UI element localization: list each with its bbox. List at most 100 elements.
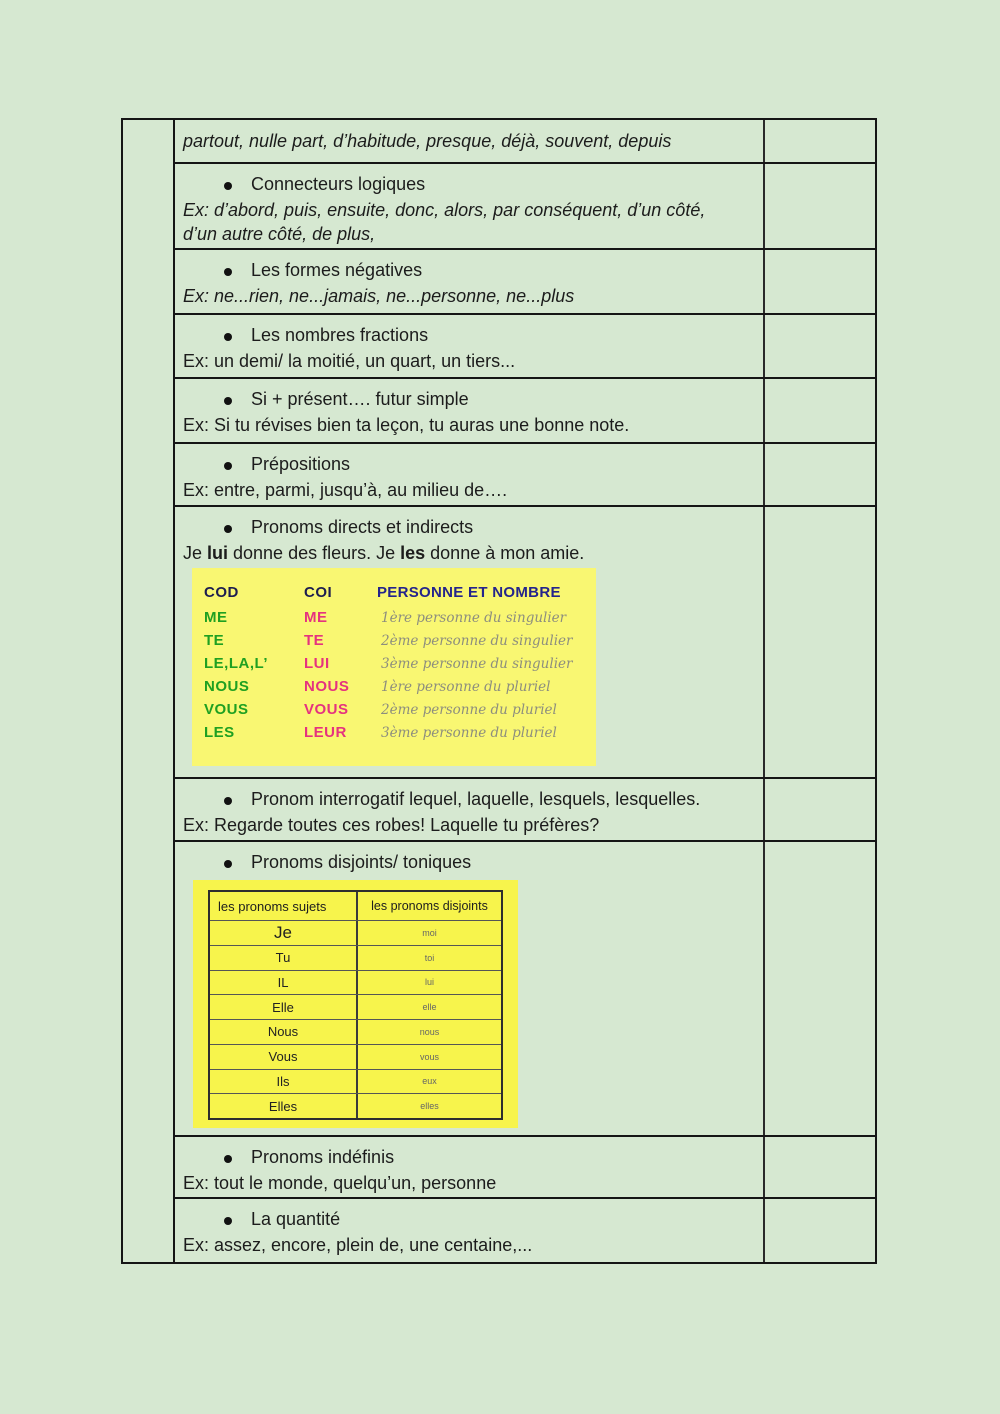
coi-header: COI [304,583,333,601]
cod-value: LE,LA,L’ [204,655,268,672]
table-row: Pronoms directs et indirects Je lui donn… [175,507,875,779]
cod-value: NOUS [204,678,250,695]
bullet-icon [224,1216,232,1225]
subject-pronoun: Vous [210,1044,358,1069]
table-row: Les formes négatives Ex: ne...rien, ne..… [175,250,875,315]
table-row: Pronoms indéfinis Ex: tout le monde, que… [175,1137,875,1199]
table-row: Prépositions Ex: entre, parmi, jusqu’à, … [175,444,875,507]
coi-value: LEUR [304,724,347,741]
subject-pronoun: Nous [210,1020,358,1044]
topic-label: Pronom interrogatif lequel, laquelle, le… [251,789,701,809]
subject-pronoun: Elle [210,995,358,1019]
example-text: Ex: tout le monde, quelqu’un, personne [183,1173,497,1193]
topic-heading: Prépositions [183,453,757,476]
content-cell: Les formes négatives Ex: ne...rien, ne..… [175,250,765,313]
pronoun-row: Elle elle [210,995,501,1020]
table-row: partout, nulle part, d’habitude, presque… [175,120,875,164]
notes-cell [765,507,875,777]
content-cell: Prépositions Ex: entre, parmi, jusqu’à, … [175,444,765,505]
topic-label: Pronoms directs et indirects [251,517,474,537]
coi-value: NOUS [304,678,350,695]
bold-pronoun: les [400,543,426,563]
topic-label: Pronoms indéfinis [251,1147,395,1167]
notes-cell [765,444,875,505]
notes-cell [765,1199,875,1262]
example-text: Ex: un demi/ la moitié, un quart, un tie… [183,351,516,371]
subject-pronoun: IL [210,970,358,995]
subject-pronoun: Tu [210,945,358,970]
disjoint-pronoun: toi [424,952,435,963]
disjoint-pronoun: elle [422,1002,437,1013]
sentence-part: donne des fleurs. Je [228,543,401,563]
table-row: Pronom interrogatif lequel, laquelle, le… [175,779,875,842]
example-text: Ex: ne...rien, ne...jamais, ne...personn… [183,286,575,306]
table-left-column [123,120,175,1262]
cod-coi-row: VOUS VOUS 2ème personne du pluriel [204,698,590,721]
disjoint-pronoun: vous [419,1051,439,1062]
pronoun-row: Je moi [210,921,501,946]
bullet-icon [224,332,232,341]
cod-coi-header-row: COD COI PERSONNE ET NOMBRE [204,581,590,603]
cod-coi-row: TE TE 2ème personne du singulier [204,629,590,652]
topic-heading: Les formes négatives [183,259,757,282]
content-cell: Pronoms indéfinis Ex: tout le monde, que… [175,1137,765,1197]
table-row: Si + présent…. futur simple Ex: Si tu ré… [175,379,875,444]
topic-heading: Pronoms indéfinis [183,1146,757,1169]
coi-value: LUI [304,655,330,672]
notes-cell [765,1137,875,1197]
person-desc: 1ère personne du singulier [381,609,567,626]
subject-pronouns-header: les pronoms sujets [210,892,358,920]
topic-heading: La quantité [183,1208,757,1231]
content-cell: Pronoms directs et indirects Je lui donn… [175,507,765,777]
topic-label: Prépositions [251,454,351,474]
disjoint-pronouns-header: les pronoms disjoints [371,899,488,913]
disjoint-pronoun: nous [419,1026,440,1037]
bullet-icon [224,796,232,805]
person-desc: 2ème personne du singulier [381,632,573,649]
notes-cell [765,779,875,840]
example-text: Ex: d’abord, puis, ensuite, donc, alors,… [183,200,706,244]
topic-label: Si + présent…. futur simple [251,389,469,409]
example-text: Ex: Regarde toutes ces robes! Laquelle t… [183,815,600,835]
example-sentence: Je lui donne des fleurs. Je les donne à … [183,541,757,565]
notes-cell [765,120,875,162]
disjoint-pronoun: eux [422,1076,437,1087]
pronoun-row: Tu toi [210,945,501,971]
disjoint-header-row: les pronoms sujets les pronoms disjoints [210,892,501,921]
disjoint-pronoun: moi [422,927,437,938]
table-body: partout, nulle part, d’habitude, presque… [175,120,875,1262]
table-row: Les nombres fractions Ex: un demi/ la mo… [175,315,875,379]
cod-value: LES [204,724,235,741]
pronoun-row: Nous nous [210,1020,501,1045]
row-text: partout, nulle part, d’habitude, presque… [183,130,672,151]
bullet-icon [224,859,232,868]
content-cell: Connecteurs logiques Ex: d’abord, puis, … [175,164,765,248]
notes-cell [765,250,875,313]
sentence-part: donne à mon amie. [425,543,585,563]
topic-label: Les formes négatives [251,260,423,280]
topic-heading: Les nombres fractions [183,324,757,347]
topic-heading: Pronoms directs et indirects [183,516,757,539]
topic-heading: Pronoms disjoints/ toniques [183,851,757,874]
bullet-icon [224,181,232,190]
topic-heading: Pronom interrogatif lequel, laquelle, le… [183,788,757,811]
pronoun-row: Vous vous [210,1044,501,1070]
table-row: Pronoms disjoints/ toniques les pronoms … [175,842,875,1137]
person-desc: 2ème personne du pluriel [381,701,557,718]
bullet-icon [224,461,232,470]
cod-value: TE [204,632,225,649]
topic-heading: Connecteurs logiques [183,173,757,196]
pronoun-row: IL lui [210,970,501,996]
notes-cell [765,164,875,248]
bullet-icon [224,1154,232,1163]
content-cell: partout, nulle part, d’habitude, presque… [175,120,765,162]
topic-label: Pronoms disjoints/ toniques [251,852,472,872]
disjoint-pronoun: lui [424,977,434,988]
person-desc: 1ère personne du pluriel [381,678,551,695]
example-text: Ex: Si tu révises bien ta leçon, tu aura… [183,415,630,435]
person-desc: 3ème personne du pluriel [381,724,557,741]
bullet-icon [224,524,232,533]
personne-header: PERSONNE ET NOMBRE [377,583,561,601]
disjoint-pronouns-table-image: les pronoms sujets les pronoms disjoints… [193,880,518,1128]
cod-coi-table-image: COD COI PERSONNE ET NOMBRE ME ME 1ère pe… [192,568,596,766]
